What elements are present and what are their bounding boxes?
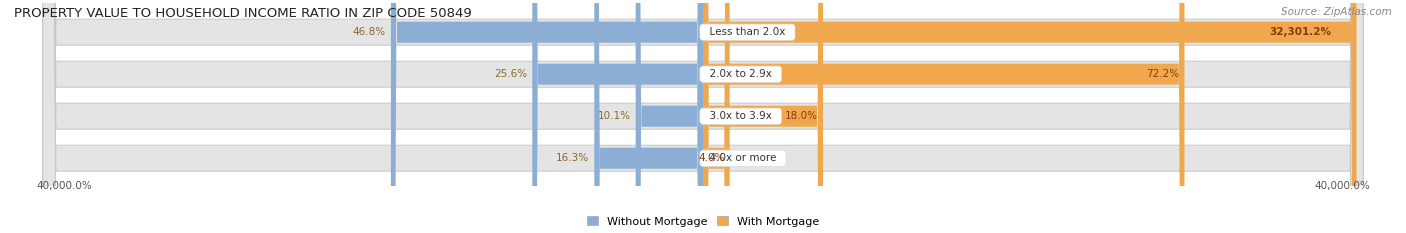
Text: 25.6%: 25.6% <box>494 69 527 79</box>
FancyBboxPatch shape <box>42 0 1364 233</box>
FancyBboxPatch shape <box>391 0 703 233</box>
Text: 32,301.2%: 32,301.2% <box>1270 27 1331 37</box>
Text: 2.0x to 2.9x: 2.0x to 2.9x <box>703 69 779 79</box>
Text: 40,000.0%: 40,000.0% <box>1315 181 1369 191</box>
Text: 46.8%: 46.8% <box>353 27 385 37</box>
FancyBboxPatch shape <box>703 0 823 233</box>
Text: 72.2%: 72.2% <box>1146 69 1180 79</box>
Text: Source: ZipAtlas.com: Source: ZipAtlas.com <box>1281 7 1392 17</box>
FancyBboxPatch shape <box>42 0 1364 233</box>
Legend: Without Mortgage, With Mortgage: Without Mortgage, With Mortgage <box>582 212 824 231</box>
FancyBboxPatch shape <box>42 0 1364 233</box>
Text: 40,000.0%: 40,000.0% <box>37 181 91 191</box>
FancyBboxPatch shape <box>703 0 1357 233</box>
Text: 18.0%: 18.0% <box>785 111 818 121</box>
Text: 16.3%: 16.3% <box>557 153 589 163</box>
FancyBboxPatch shape <box>42 0 1364 233</box>
Text: Less than 2.0x: Less than 2.0x <box>703 27 792 37</box>
FancyBboxPatch shape <box>595 0 703 233</box>
Text: 4.0%: 4.0% <box>699 153 724 163</box>
Text: 10.1%: 10.1% <box>598 111 631 121</box>
FancyBboxPatch shape <box>703 0 1184 233</box>
Text: 4.0x or more: 4.0x or more <box>703 153 783 163</box>
Text: 3.0x to 3.9x: 3.0x to 3.9x <box>703 111 779 121</box>
FancyBboxPatch shape <box>533 0 703 233</box>
Text: PROPERTY VALUE TO HOUSEHOLD INCOME RATIO IN ZIP CODE 50849: PROPERTY VALUE TO HOUSEHOLD INCOME RATIO… <box>14 7 472 20</box>
FancyBboxPatch shape <box>636 0 703 233</box>
FancyBboxPatch shape <box>703 0 730 233</box>
